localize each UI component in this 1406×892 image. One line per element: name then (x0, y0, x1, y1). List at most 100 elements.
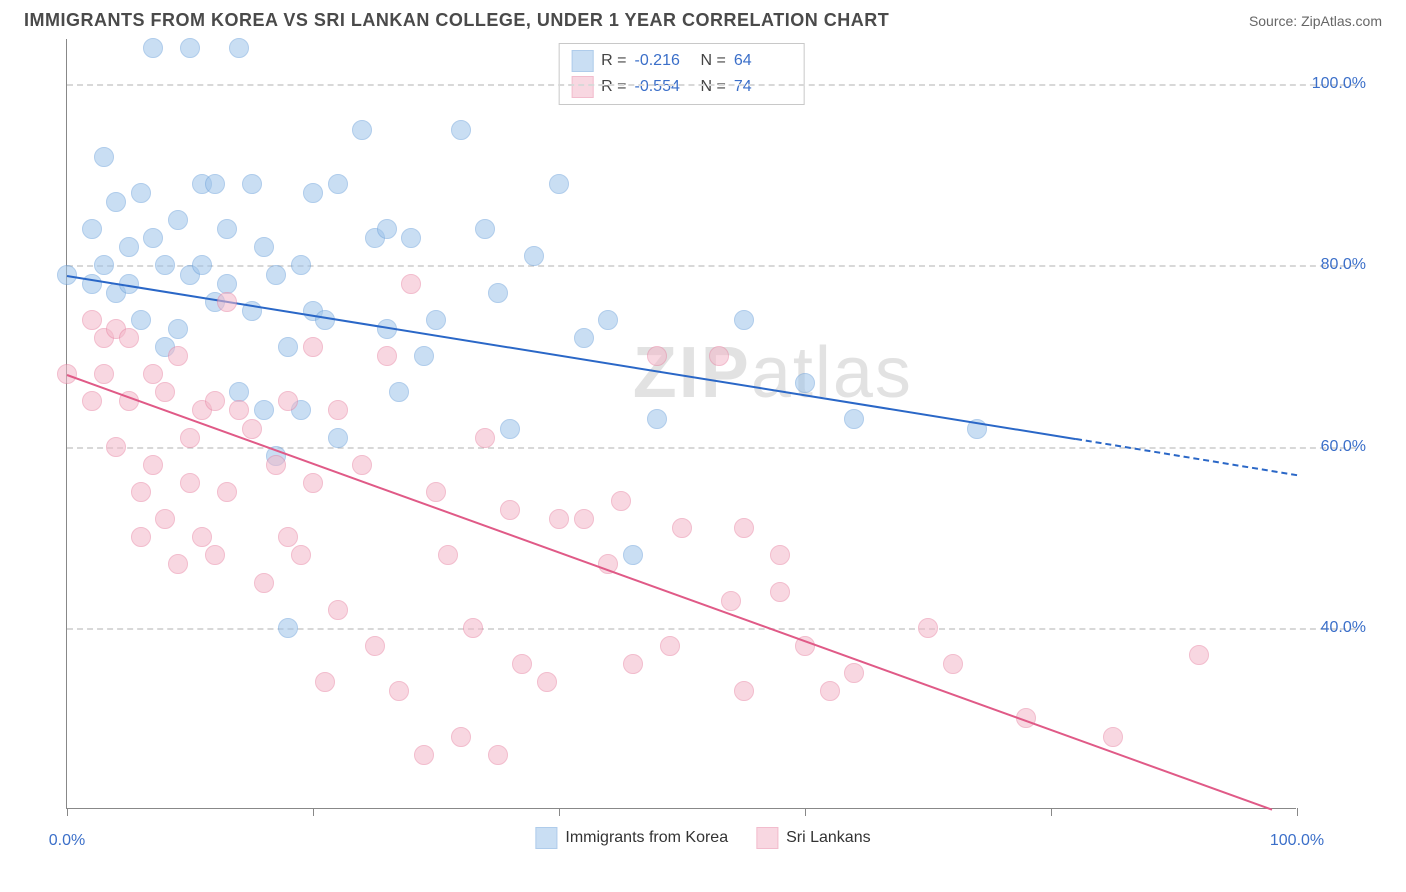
data-point (438, 545, 458, 565)
data-point (217, 219, 237, 239)
data-point (328, 428, 348, 448)
legend-stats: R =-0.216N =64R =-0.554N =74 (558, 43, 805, 105)
data-point (131, 310, 151, 330)
data-point (389, 382, 409, 402)
data-point (463, 618, 483, 638)
data-point (119, 328, 139, 348)
data-point (106, 192, 126, 212)
data-point (192, 255, 212, 275)
data-point (488, 283, 508, 303)
data-point (143, 455, 163, 475)
source-text: Source: ZipAtlas.com (1249, 13, 1382, 29)
data-point (254, 400, 274, 420)
data-point (303, 183, 323, 203)
data-point (131, 183, 151, 203)
data-point (500, 419, 520, 439)
data-point (844, 663, 864, 683)
data-point (106, 437, 126, 457)
data-point (549, 509, 569, 529)
data-point (328, 600, 348, 620)
data-point (278, 391, 298, 411)
data-point (94, 364, 114, 384)
data-point (672, 518, 692, 538)
grid-line-h (67, 447, 1356, 449)
data-point (278, 527, 298, 547)
legend-label: Immigrants from Korea (565, 829, 728, 847)
data-point (623, 654, 643, 674)
legend-item: Sri Lankans (756, 827, 871, 849)
data-point (328, 400, 348, 420)
legend-swatch (571, 76, 593, 98)
x-tick (1297, 808, 1298, 816)
data-point (709, 346, 729, 366)
x-tick-label: 100.0% (1270, 832, 1324, 850)
data-point (131, 527, 151, 547)
legend-item: Immigrants from Korea (535, 827, 728, 849)
data-point (734, 310, 754, 330)
data-point (291, 545, 311, 565)
data-point (82, 391, 102, 411)
y-tick-label: 80.0% (1306, 256, 1366, 274)
legend-label: Sri Lankans (786, 829, 871, 847)
data-point (820, 681, 840, 701)
data-point (229, 400, 249, 420)
data-point (574, 328, 594, 348)
data-point (168, 319, 188, 339)
data-point (352, 120, 372, 140)
data-point (918, 618, 938, 638)
data-point (143, 364, 163, 384)
data-point (143, 228, 163, 248)
n-value: 74 (734, 78, 792, 96)
data-point (377, 219, 397, 239)
data-point (426, 310, 446, 330)
data-point (192, 527, 212, 547)
data-point (205, 174, 225, 194)
data-point (721, 591, 741, 611)
data-point (155, 509, 175, 529)
plot-area: ZIPatlas R =-0.216N =64R =-0.554N =74 40… (66, 39, 1296, 809)
n-value: 64 (734, 52, 792, 70)
data-point (943, 654, 963, 674)
legend-swatch (535, 827, 557, 849)
data-point (278, 337, 298, 357)
data-point (401, 228, 421, 248)
data-point (389, 681, 409, 701)
data-point (303, 473, 323, 493)
x-tick (313, 808, 314, 816)
data-point (795, 373, 815, 393)
legend-stat-row: R =-0.554N =74 (571, 74, 792, 100)
data-point (328, 174, 348, 194)
x-tick (559, 808, 560, 816)
data-point (549, 174, 569, 194)
data-point (217, 274, 237, 294)
data-point (205, 545, 225, 565)
data-point (217, 292, 237, 312)
data-point (266, 265, 286, 285)
data-point (291, 255, 311, 275)
data-point (426, 482, 446, 502)
data-point (500, 500, 520, 520)
data-point (242, 419, 262, 439)
x-tick (67, 808, 68, 816)
y-tick-label: 40.0% (1306, 619, 1366, 637)
data-point (770, 545, 790, 565)
data-point (242, 174, 262, 194)
data-point (168, 346, 188, 366)
data-point (155, 255, 175, 275)
x-tick (805, 808, 806, 816)
data-point (168, 210, 188, 230)
data-point (611, 491, 631, 511)
x-tick-label: 0.0% (49, 832, 85, 850)
data-point (94, 255, 114, 275)
data-point (770, 582, 790, 602)
data-point (537, 672, 557, 692)
n-label: N = (701, 78, 726, 96)
n-label: N = (701, 52, 726, 70)
y-tick-label: 60.0% (1306, 438, 1366, 456)
data-point (180, 428, 200, 448)
data-point (1103, 727, 1123, 747)
data-point (205, 391, 225, 411)
data-point (647, 409, 667, 429)
data-point (278, 618, 298, 638)
r-label: R = (601, 52, 626, 70)
